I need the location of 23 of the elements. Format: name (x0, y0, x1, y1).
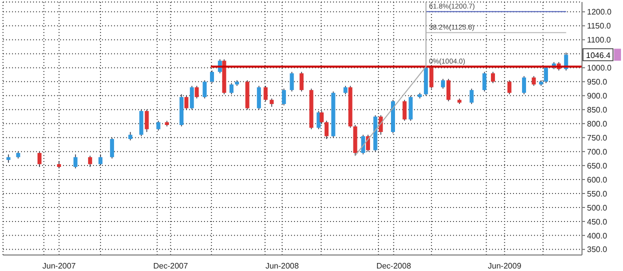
y-tick-label: 1000.0 (587, 64, 612, 73)
x-tick-label: Jun-2008 (265, 262, 300, 271)
x-tick-label: Dec-2007 (153, 262, 188, 271)
x-tick-label: Jun-2007 (42, 262, 76, 271)
y-tick-label: 800.0 (587, 119, 608, 128)
y-tick-label: 1150.0 (587, 22, 612, 31)
y-tick-label: 850.0 (587, 105, 608, 114)
y-tick-label: 700.0 (587, 147, 608, 156)
y-tick-label: 600.0 (587, 175, 608, 184)
y-tick-label: 1100.0 (587, 36, 612, 45)
y-tick-label: 950.0 (587, 78, 608, 87)
y-tick-label: 550.0 (587, 189, 608, 198)
y-tick-label: 350.0 (587, 245, 608, 254)
y-tick-label: 400.0 (587, 231, 608, 240)
y-tick-label: 650.0 (587, 161, 608, 170)
y-tick-label: 450.0 (587, 217, 608, 226)
y-tick-label: 750.0 (587, 133, 608, 142)
text: 1046.4 (586, 51, 612, 60)
x-tick-label: Jun-2009 (488, 262, 522, 271)
y-tick-label: 500.0 (587, 203, 608, 212)
x-tick-label: Dec-2008 (376, 262, 412, 271)
y-tick-label: 1200.0 (587, 8, 612, 17)
y-tick-label: 900.0 (587, 91, 608, 100)
